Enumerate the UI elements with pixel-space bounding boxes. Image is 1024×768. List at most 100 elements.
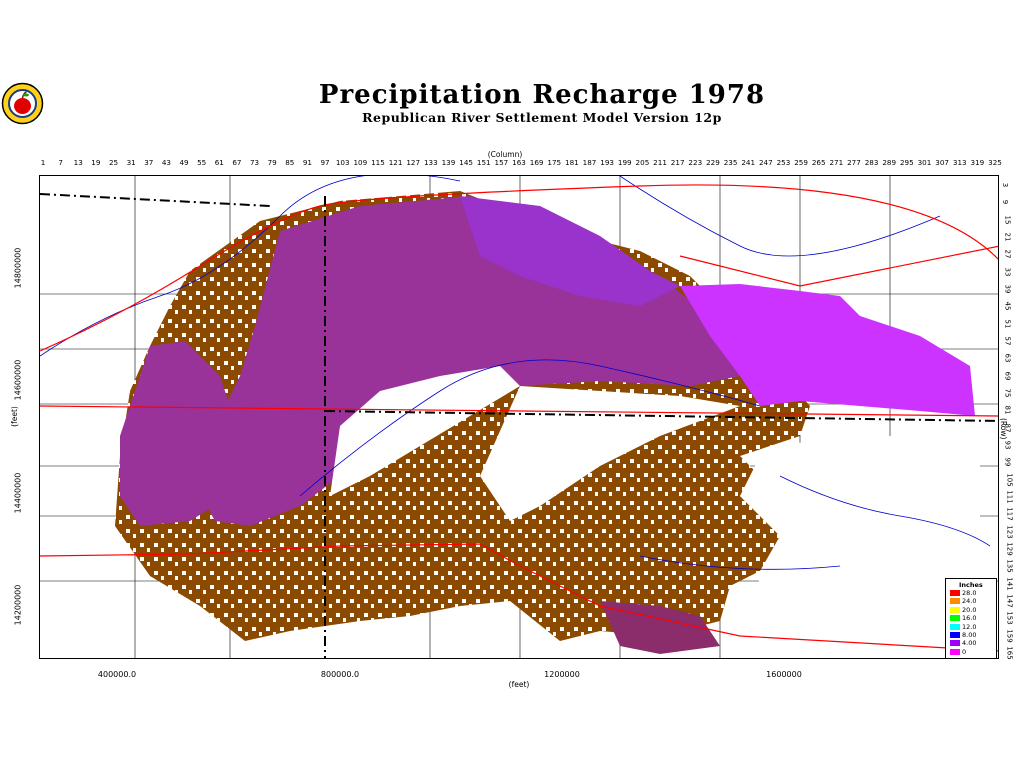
column-tick-label: 235: [723, 158, 738, 167]
column-tick-label: 55: [197, 158, 207, 167]
row-tick-label: 69: [1003, 371, 1012, 381]
column-tick-label: 145: [459, 158, 473, 167]
legend-item: 8.00: [950, 631, 996, 639]
column-tick-label: 85: [285, 158, 295, 167]
legend-swatch: [950, 632, 960, 638]
legend-swatch: [950, 590, 960, 596]
apple-seal-icon: [1, 82, 44, 125]
legend-item: 16.0: [950, 614, 996, 622]
column-tick-label: 289: [882, 158, 897, 167]
row-tick-label: 111: [1005, 490, 1014, 504]
column-axis-title: (Column): [487, 150, 523, 159]
y-tick-label: 14200000: [13, 584, 23, 626]
row-tick-label: 99: [1003, 457, 1012, 467]
row-tick-label: 45: [1003, 301, 1012, 311]
column-tick-label: 169: [529, 158, 544, 167]
column-tick-label: 283: [864, 158, 879, 167]
column-tick-label: 97: [320, 158, 330, 167]
column-tick-label: 181: [565, 158, 579, 167]
row-tick-label: 153: [1005, 611, 1014, 626]
x-tick-label: 1200000: [544, 670, 580, 679]
column-tick-label: 13: [73, 158, 83, 167]
column-tick-label: 67: [232, 158, 242, 167]
column-tick-label: 175: [547, 158, 562, 167]
column-tick-label: 121: [388, 158, 403, 167]
rivers: [40, 176, 991, 570]
legend-item: 0: [950, 648, 996, 656]
column-tick-label: 319: [970, 158, 985, 167]
white-east-gap: [740, 436, 980, 658]
state-boundaries: [40, 193, 998, 658]
legend: Inches 28.0 24.0 20.0 16.0 12.0 8.00 4.00 0: [945, 578, 997, 659]
legend-label: 28.0: [962, 589, 977, 597]
x-tick-label: 800000.0: [320, 670, 360, 679]
recharge-map-canvas: [40, 176, 998, 658]
row-tick-label: 3: [1001, 182, 1010, 188]
row-tick-label: 39: [1003, 284, 1012, 294]
row-tick-label: 63: [1003, 353, 1012, 363]
x-tick-label: 400000.0: [97, 670, 137, 679]
white-south-gap: [480, 386, 740, 521]
y-tick-label: 14800000: [13, 247, 23, 289]
column-tick-label: 151: [476, 158, 491, 167]
column-tick-label: 31: [126, 158, 136, 167]
column-tick-label: 157: [494, 158, 509, 167]
column-tick-label: 73: [249, 158, 260, 167]
column-tick-label: 19: [91, 158, 101, 167]
row-tick-label: 15: [1003, 215, 1012, 225]
y-tick-label: 14600000: [13, 359, 23, 401]
legend-label: 12.0: [962, 622, 977, 631]
legend-title: Inches: [959, 581, 983, 589]
recharge-zones: [115, 191, 980, 658]
column-tick-label: 139: [441, 158, 456, 167]
column-tick-label: 1: [40, 158, 46, 167]
row-tick-labels: 3 9 15 21 27 33 39 45 51 57 63 69 75 81 87 93 99 105 111 11…: [1001, 175, 1023, 660]
row-tick-label: 165: [1005, 646, 1014, 660]
column-tick-label: 103: [335, 158, 350, 167]
legend-item: 20.0: [950, 606, 996, 614]
legend-swatch: [950, 615, 960, 622]
legend-swatch: [950, 598, 960, 605]
x-tick-label: 1600000: [766, 670, 802, 679]
page-subtitle: Republican River Settlement Model Versio…: [362, 110, 722, 125]
row-tick-label: 57: [1003, 336, 1012, 346]
legend-label: 0: [962, 647, 967, 656]
column-tick-label: 229: [706, 158, 720, 167]
row-tick-label: 159: [1005, 628, 1014, 643]
legend-item: 12.0: [950, 623, 996, 631]
column-tick-label: 43: [161, 158, 171, 167]
column-tick-label: 187: [582, 158, 597, 167]
row-tick-label: 27: [1003, 249, 1012, 259]
column-tick-label: 37: [144, 158, 154, 167]
column-tick-label: 217: [670, 158, 685, 167]
row-tick-label: 141: [1005, 576, 1014, 591]
column-tick-label: 277: [847, 158, 861, 167]
legend-swatch: [950, 640, 960, 647]
magenta-recharge-zone: [680, 284, 975, 416]
column-tick-label: 253: [776, 158, 791, 167]
row-tick-label: 21: [1003, 232, 1012, 242]
recharge-map[interactable]: [39, 175, 999, 659]
column-tick-label: 133: [423, 158, 438, 167]
column-tick-label: 241: [741, 158, 756, 167]
row-axis-title: (Row): [999, 418, 1008, 440]
column-tick-label: 325: [988, 158, 1002, 167]
row-tick-label: 9: [1001, 200, 1010, 205]
column-tick-labels: 1 7 13 19 25 31 37 43 49 55 61 67 73 79 85 91 97 103 109 11…: [39, 158, 1002, 170]
row-tick-label: 123: [1005, 524, 1014, 539]
column-tick-label: 193: [600, 158, 614, 167]
column-tick-label: 211: [653, 158, 667, 167]
y-axis-title: (feet): [9, 406, 19, 427]
violet-recharge-zone: [460, 196, 680, 306]
page-title: Precipitation Recharge 1978: [318, 80, 766, 110]
column-tick-label: 79: [267, 158, 277, 167]
legend-label: 8.00: [962, 631, 977, 639]
column-tick-label: 301: [917, 158, 932, 167]
legend-item: 24.0: [950, 597, 996, 605]
legend-label: 4.00: [962, 639, 977, 648]
row-tick-label: 117: [1005, 507, 1014, 522]
column-tick-label: 223: [688, 158, 703, 167]
row-tick-label: 51: [1003, 319, 1012, 329]
row-tick-label: 93: [1003, 440, 1012, 450]
column-tick-label: 49: [179, 158, 189, 167]
